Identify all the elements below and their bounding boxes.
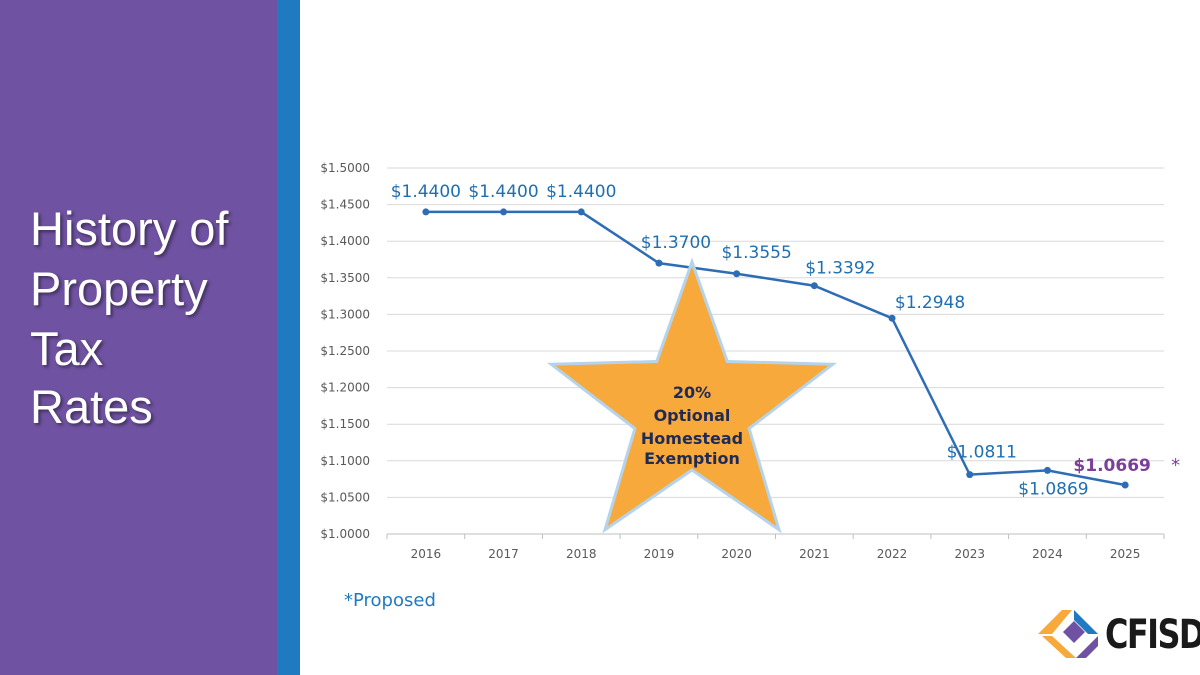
data-label-proposed: $1.0669	[1073, 456, 1150, 476]
y-tick-label: $1.0000	[320, 527, 370, 541]
title-line-3: Tax	[30, 322, 104, 375]
data-point	[500, 208, 508, 216]
data-label: $1.4400	[391, 182, 461, 202]
data-point	[1121, 481, 1129, 489]
cfisd-logo-text: CFISD	[1105, 612, 1200, 658]
y-tick-label: $1.1500	[320, 417, 370, 431]
tax-rate-line-chart: $1.0000 $1.0500 $1.1000 $1.1500 $1.2000 $1.25…	[320, 161, 1180, 561]
y-tick-label: $1.3500	[320, 271, 370, 285]
data-point	[733, 270, 741, 278]
x-tick-label: 2019	[644, 547, 675, 561]
data-point	[422, 208, 430, 216]
data-point	[1043, 466, 1051, 474]
y-tick-label: $1.0500	[320, 490, 370, 504]
data-label: $1.0869	[1018, 479, 1088, 499]
y-tick-label: $1.2500	[320, 344, 370, 358]
title-line-4: Rates	[30, 380, 153, 433]
data-label: $1.4400	[546, 182, 616, 202]
data-point	[966, 471, 974, 479]
cfisd-logo-icon	[1038, 610, 1098, 658]
title-panel: History of Property Tax Rates	[0, 0, 277, 675]
y-tick-label: $1.2000	[320, 381, 370, 395]
x-tick-label: 2022	[877, 547, 908, 561]
data-point	[810, 282, 818, 290]
accent-bar	[277, 0, 300, 675]
y-tick-label: $1.4000	[320, 234, 370, 248]
data-point	[655, 259, 663, 267]
x-tick-label: 2023	[954, 547, 985, 561]
x-tick-label: 2020	[721, 547, 752, 561]
data-point	[888, 314, 896, 322]
x-tick-label: 2017	[488, 547, 519, 561]
star-callout-text: 20%	[673, 383, 711, 402]
data-label: $1.2948	[895, 293, 965, 313]
data-label: $1.3700	[641, 233, 711, 253]
data-label: $1.3392	[805, 259, 875, 279]
y-tick-label: $1.1000	[320, 454, 370, 468]
data-label: $1.0811	[947, 443, 1017, 463]
x-tick-label: 2025	[1110, 547, 1141, 561]
proposed-marker: *	[1171, 455, 1180, 476]
cfisd-logo: CFISD	[1038, 610, 1200, 660]
star-callout	[546, 257, 838, 534]
star-callout-text: Optional	[654, 406, 731, 425]
x-tick-label: 2018	[566, 547, 597, 561]
y-tick-label: $1.5000	[320, 161, 370, 175]
star-callout-text: Homestead	[641, 429, 743, 448]
data-label: $1.4400	[468, 182, 538, 202]
proposed-footnote: *Proposed	[344, 590, 436, 611]
y-tick-label: $1.4500	[320, 198, 370, 212]
x-tick-label: 2016	[411, 547, 442, 561]
y-tick-label: $1.3000	[320, 307, 370, 321]
title-line-2: Property	[30, 262, 208, 315]
data-point	[577, 208, 585, 216]
x-tick-label: 2024	[1032, 547, 1063, 561]
star-callout-text: Exemption	[644, 449, 740, 468]
x-tick-label: 2021	[799, 547, 830, 561]
data-label: $1.3555	[721, 243, 791, 263]
title-line-1: History of	[30, 202, 229, 255]
series-line	[425, 210, 1126, 487]
